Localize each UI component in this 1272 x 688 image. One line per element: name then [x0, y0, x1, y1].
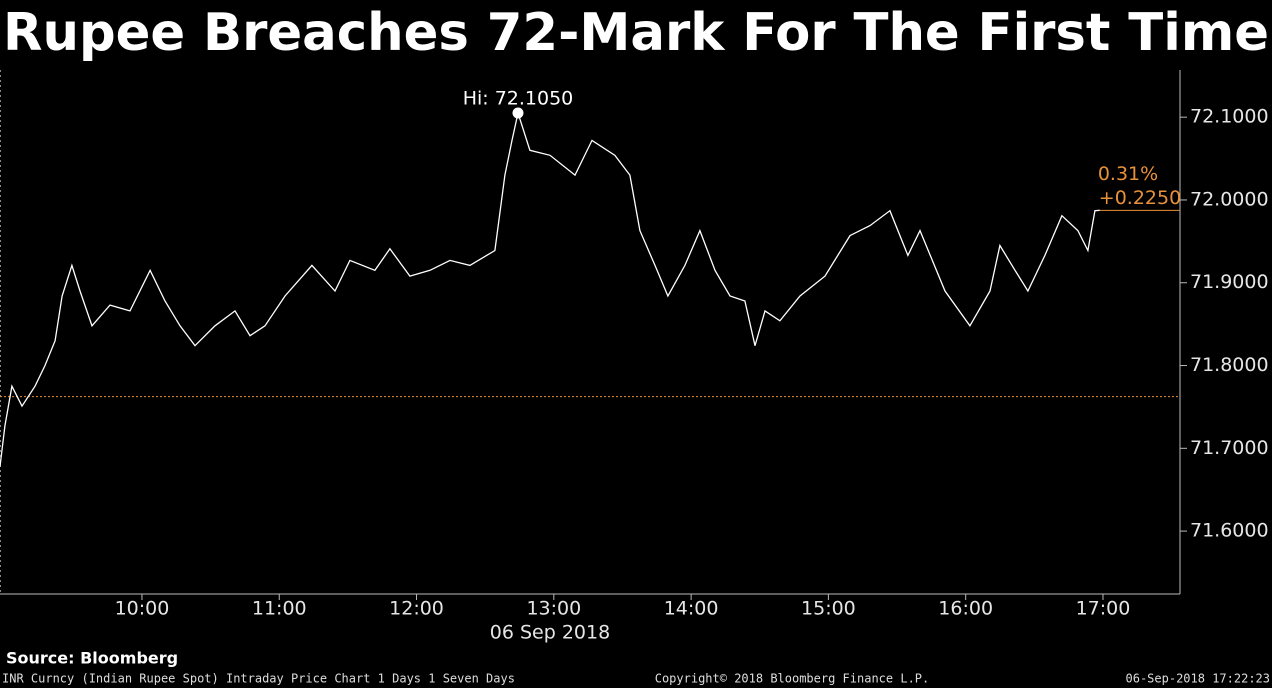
y-tick-label: 72.0000	[1190, 188, 1269, 210]
price-line	[0, 110, 1100, 467]
timestamp: 06-Sep-2018 17:22:23	[1126, 672, 1271, 686]
y-tick-label: 71.7000	[1190, 437, 1269, 459]
x-tick-label: 10:00	[115, 598, 170, 620]
x-tick-label: 12:00	[389, 598, 444, 620]
chart-title: Rupee Breaches 72-Mark For The First Tim…	[3, 3, 1269, 63]
y-tick-label: 71.8000	[1190, 354, 1269, 376]
x-tick-label: 16:00	[938, 598, 993, 620]
copyright: Copyright© 2018 Bloomberg Finance L.P.	[655, 672, 930, 686]
y-tick-label: 71.6000	[1190, 520, 1269, 542]
x-tick-label: 13:00	[526, 598, 581, 620]
high-label: Hi: 72.1050	[463, 88, 574, 110]
x-axis-label: 06 Sep 2018	[490, 622, 610, 644]
change-value: +0.2250	[1099, 187, 1181, 209]
source: Source: Bloomberg	[6, 649, 178, 668]
y-tick-label: 71.9000	[1190, 271, 1269, 293]
y-tick-label: 72.1000	[1190, 106, 1269, 128]
x-tick-label: 11:00	[252, 598, 307, 620]
high-marker	[512, 107, 524, 119]
x-tick-label: 14:00	[664, 598, 719, 620]
description: INR Curncy (Indian Rupee Spot) Intraday …	[2, 672, 515, 686]
change-percent: 0.31%	[1098, 163, 1158, 185]
x-tick-label: 15:00	[801, 598, 856, 620]
x-tick-label: 17:00	[1076, 598, 1131, 620]
